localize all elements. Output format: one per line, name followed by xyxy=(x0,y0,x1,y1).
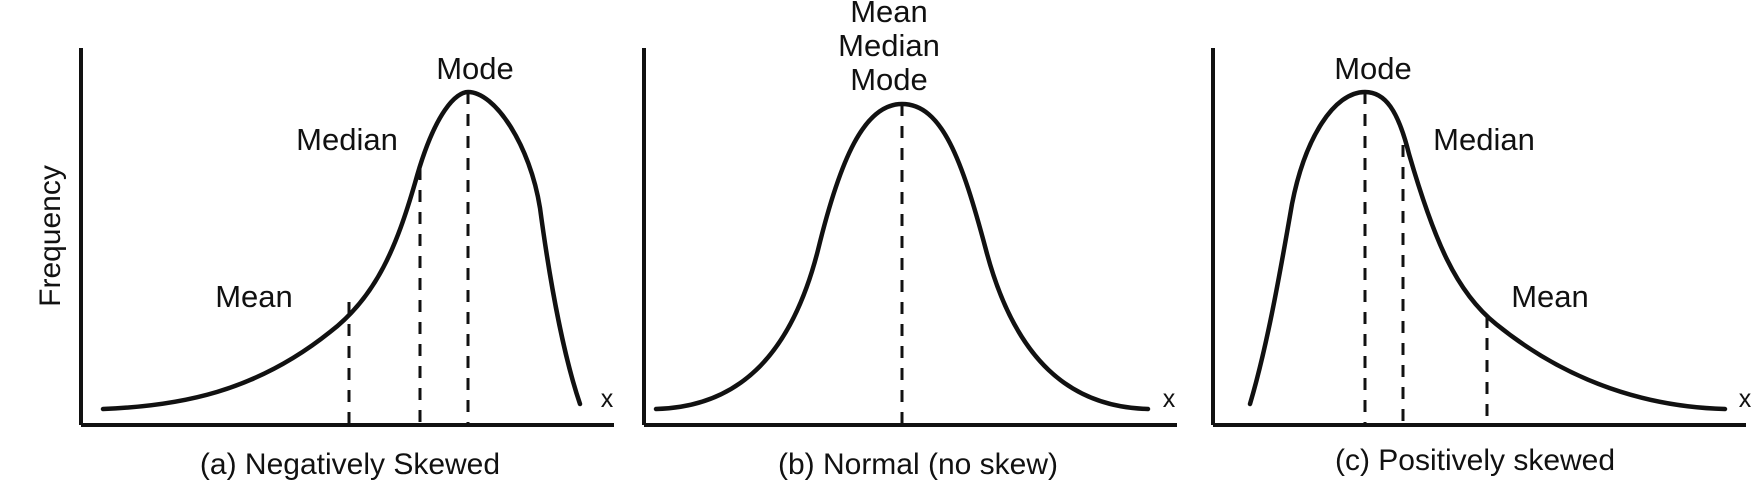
panel-b-mode-label: Mode xyxy=(850,62,928,97)
panel-a-mode-label: Mode xyxy=(436,51,514,86)
panel-c-mean-label: Mean xyxy=(1511,279,1589,314)
panel-c-median-label: Median xyxy=(1433,122,1535,157)
panel-normal: Mean Median Mode x (b) Normal (no skew) xyxy=(642,0,1177,481)
panel-positively-skewed: Mode Median Mean x (c) Positively skewed xyxy=(1211,48,1752,477)
panel-a-x-symbol: x xyxy=(601,385,614,413)
panel-b-median-label: Median xyxy=(838,28,940,63)
panel-b-mean-label: Mean xyxy=(850,0,928,29)
panel-c-caption: (c) Positively skewed xyxy=(1335,444,1615,477)
panel-b-caption: (b) Normal (no skew) xyxy=(778,448,1058,481)
panel-a-caption: (a) Negatively Skewed xyxy=(200,448,500,481)
frequency-axis-label: Frequency xyxy=(34,165,67,307)
panel-c-x-symbol: x xyxy=(1739,385,1752,413)
panel-c-mode-label: Mode xyxy=(1334,51,1412,86)
negative-skew-curve xyxy=(100,89,583,412)
positive-skew-curve xyxy=(1247,89,1728,412)
panel-b-x-symbol: x xyxy=(1163,385,1176,413)
panel-negatively-skewed: Mode Median Mean x (a) Negatively Skewed xyxy=(79,48,614,481)
panel-a-median-label: Median xyxy=(296,122,398,157)
panel-a-mean-label: Mean xyxy=(215,279,293,314)
